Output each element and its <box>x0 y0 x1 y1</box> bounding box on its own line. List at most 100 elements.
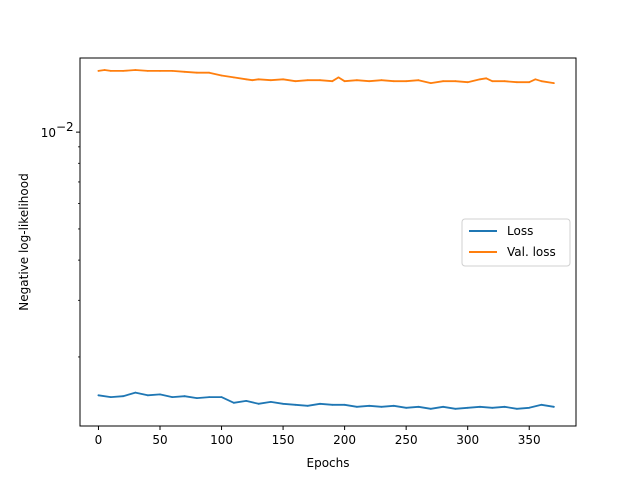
data-point-val-loss <box>540 80 543 83</box>
data-point-val-loss <box>380 79 383 82</box>
data-point-loss <box>109 396 112 398</box>
data-point-val-loss <box>491 80 494 83</box>
data-point-val-loss <box>337 76 340 79</box>
y-tick-label: 10 <box>41 126 56 140</box>
data-point-val-loss <box>454 80 457 83</box>
x-tick-label: 250 <box>395 433 418 447</box>
x-tick-label: 150 <box>272 433 295 447</box>
data-point-val-loss <box>146 70 149 72</box>
data-point-loss <box>232 401 235 404</box>
data-point-val-loss <box>159 70 161 72</box>
data-point-loss <box>454 407 457 410</box>
data-point-loss <box>134 391 137 394</box>
data-point-val-loss <box>171 70 174 72</box>
data-point-loss <box>196 397 198 399</box>
data-point-val-loss <box>331 80 334 83</box>
data-point-val-loss <box>442 80 444 83</box>
plot-frame <box>79 57 577 427</box>
data-point-val-loss <box>534 78 537 81</box>
data-point-val-loss <box>134 69 137 71</box>
legend: Loss Val. loss <box>461 218 571 267</box>
data-point-val-loss <box>282 78 284 81</box>
data-point-val-loss <box>109 70 112 72</box>
data-point-loss <box>171 396 174 398</box>
x-tick-label: 300 <box>456 433 479 447</box>
data-point-loss <box>220 396 223 398</box>
data-point-val-loss <box>552 82 555 84</box>
y-tick-label-exponent: −2 <box>56 120 74 134</box>
data-point-loss <box>159 393 161 396</box>
data-point-loss <box>245 400 248 402</box>
data-point-loss <box>146 394 149 397</box>
data-point-loss <box>491 406 494 409</box>
data-point-val-loss <box>306 79 309 82</box>
data-point-val-loss <box>220 74 223 77</box>
data-point-loss <box>516 407 518 410</box>
x-tick-label: 100 <box>210 433 233 447</box>
data-point-loss <box>392 404 395 407</box>
data-point-val-loss <box>528 81 531 84</box>
data-point-val-loss <box>356 79 358 82</box>
data-point-val-loss <box>245 78 248 81</box>
data-point-val-loss <box>196 71 198 74</box>
data-point-loss <box>417 405 420 408</box>
data-point-val-loss <box>103 69 106 71</box>
data-point-loss <box>306 404 309 407</box>
data-point-loss <box>356 405 358 408</box>
data-point-loss <box>442 405 444 408</box>
data-point-loss <box>380 405 383 408</box>
x-tick-label: 350 <box>518 433 541 447</box>
data-point-loss <box>466 406 469 409</box>
data-point-val-loss <box>429 82 432 84</box>
series-line-loss <box>97 391 555 410</box>
data-point-val-loss <box>257 78 260 81</box>
data-point-loss <box>122 395 124 398</box>
x-axis: 0 50 100 150 200 250 300 350 <box>95 426 541 447</box>
y-axis: 10 −2 <box>41 120 80 358</box>
data-point-loss <box>208 396 211 398</box>
data-point-val-loss <box>251 79 254 82</box>
x-tick-label: 50 <box>152 433 167 447</box>
y-axis-label: Negative log-likelihood <box>17 173 31 310</box>
x-axis-label: Epochs <box>307 456 350 470</box>
data-point-loss <box>319 402 321 405</box>
data-point-val-loss <box>183 70 186 73</box>
data-point-loss <box>97 394 100 397</box>
data-point-val-loss <box>466 81 469 84</box>
data-point-val-loss <box>516 81 518 84</box>
data-point-val-loss <box>269 79 272 82</box>
data-point-loss <box>429 407 432 410</box>
data-point-loss <box>282 402 284 405</box>
data-point-val-loss <box>479 78 481 81</box>
data-point-loss <box>343 403 346 406</box>
data-point-val-loss <box>97 70 100 72</box>
data-point-val-loss <box>319 79 321 82</box>
data-point-loss <box>540 403 543 406</box>
data-point-val-loss <box>485 77 488 80</box>
series-layer <box>97 69 555 410</box>
data-point-loss <box>552 405 555 408</box>
data-point-loss <box>368 404 371 407</box>
data-point-val-loss <box>122 70 124 72</box>
data-point-val-loss <box>343 80 346 83</box>
data-point-loss <box>479 405 481 408</box>
data-point-val-loss <box>392 80 395 83</box>
data-point-val-loss <box>405 80 408 83</box>
data-point-loss <box>405 406 408 409</box>
data-point-val-loss <box>208 71 211 74</box>
x-tick-label: 200 <box>333 433 356 447</box>
legend-label-val-loss: Val. loss <box>507 245 556 259</box>
data-point-val-loss <box>294 80 297 83</box>
x-tick-label: 0 <box>95 433 103 447</box>
data-point-loss <box>269 401 272 403</box>
legend-label-loss: Loss <box>507 224 533 238</box>
data-point-loss <box>183 395 186 398</box>
data-point-loss <box>503 405 506 408</box>
data-point-val-loss <box>368 80 371 83</box>
data-point-loss <box>257 402 260 405</box>
data-point-loss <box>528 406 531 409</box>
data-point-loss <box>331 403 334 406</box>
data-point-loss <box>294 403 297 406</box>
data-point-val-loss <box>232 76 235 79</box>
